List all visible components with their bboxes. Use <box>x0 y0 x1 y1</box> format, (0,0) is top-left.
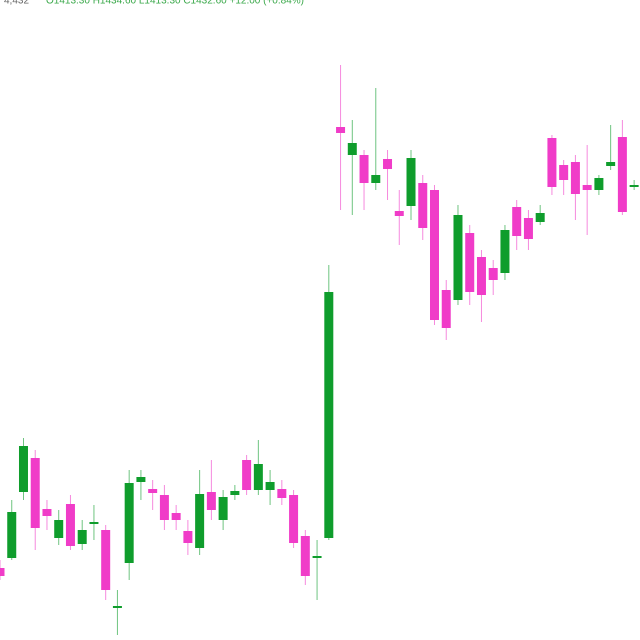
candle-body <box>183 531 193 543</box>
candle-body <box>547 138 557 187</box>
candle-body <box>206 492 216 510</box>
candle-body <box>394 211 404 216</box>
candle-body <box>383 159 393 169</box>
candle-body <box>18 446 28 492</box>
candle-body <box>54 520 64 538</box>
candle-body <box>606 162 616 166</box>
candle-body <box>500 230 510 273</box>
candle-body <box>570 162 580 194</box>
candle-body <box>347 143 357 155</box>
candle-body <box>488 268 498 280</box>
candle-body <box>42 509 52 516</box>
candle-body <box>429 190 439 320</box>
candle-body <box>101 530 111 590</box>
ohlc-label: O1413.30 H1434.60 L1413.30 C1432.60 +12.… <box>46 0 304 7</box>
candle-body <box>617 137 627 212</box>
candle-body <box>324 292 334 538</box>
candle-body <box>77 530 87 544</box>
symbol-label: 4,432 <box>4 0 29 7</box>
candle-body <box>195 494 205 548</box>
candle-body <box>136 477 146 482</box>
candle-body <box>582 185 592 190</box>
candle-body <box>265 482 275 490</box>
candle-body <box>289 495 299 543</box>
candle-body <box>0 568 5 576</box>
candle-body <box>230 491 240 495</box>
candle-body <box>171 513 181 520</box>
candle-body <box>336 127 346 133</box>
candle-body <box>629 185 639 187</box>
candle-body <box>312 556 322 558</box>
candle-body <box>406 158 416 206</box>
candle-body <box>512 207 522 236</box>
candle-body <box>159 495 169 520</box>
candle-body <box>535 213 545 222</box>
candle-body <box>124 483 134 563</box>
candle-body <box>359 155 369 183</box>
candle-body <box>465 233 475 292</box>
candle-body <box>242 460 252 490</box>
candle-body <box>148 489 158 493</box>
candle-body <box>253 464 263 490</box>
candle-body <box>277 489 287 498</box>
candle-body <box>300 536 310 576</box>
candle-body <box>112 606 122 608</box>
candle-body <box>523 218 533 239</box>
candle-body <box>559 165 569 180</box>
candle-body <box>371 175 381 183</box>
candle-body <box>89 522 99 524</box>
candle-body <box>65 504 75 546</box>
candle-body <box>218 497 228 520</box>
candle-body <box>30 458 40 528</box>
candle-body <box>441 290 451 328</box>
candle-body <box>418 183 428 228</box>
candle-body <box>594 178 604 190</box>
candle-body <box>7 512 17 558</box>
candle-body <box>453 215 463 300</box>
candle-body <box>476 257 486 295</box>
